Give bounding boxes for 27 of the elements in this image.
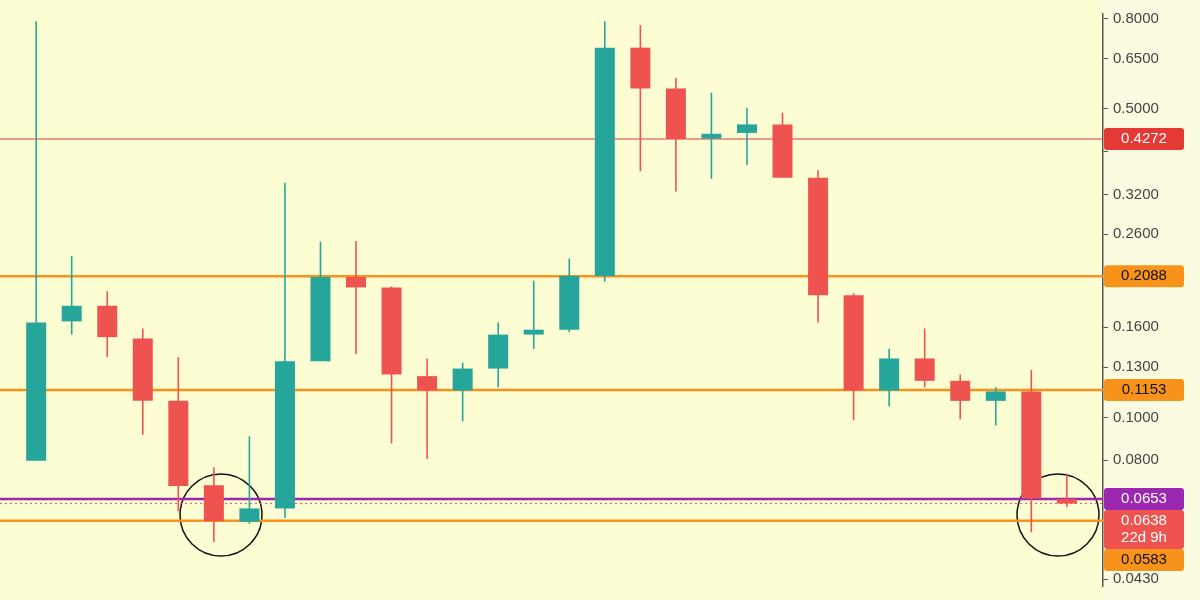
- y-tick-label: 0.6500: [1113, 48, 1159, 66]
- ref-line-label: 0.0653: [1121, 489, 1167, 507]
- candlestick: [914, 327, 935, 389]
- ref-line-label: 0.1153: [1121, 380, 1167, 398]
- y-tick-label: 0.1600: [1113, 317, 1159, 335]
- ref-line-label: 0.0638 22d 9h: [1121, 511, 1167, 546]
- candlestick: [523, 279, 544, 350]
- candlestick: [452, 361, 473, 423]
- ref-line-label: 0.0583: [1121, 550, 1167, 568]
- y-tick-label: 0.5000: [1113, 98, 1159, 116]
- candlestick: [701, 91, 722, 180]
- candlestick: [346, 240, 367, 356]
- y-tick-label: 0.0800: [1113, 450, 1159, 468]
- candlestick: [736, 106, 757, 166]
- candlestick: [417, 357, 438, 460]
- y-tick-label: 0.1000: [1113, 407, 1159, 425]
- candlestick: [239, 435, 260, 525]
- ref-line-label: 0.2088: [1121, 266, 1167, 284]
- ref-line-label: 0.4272: [1121, 129, 1167, 147]
- candlestick: [61, 255, 82, 336]
- candlestick: [950, 373, 971, 421]
- y-tick-label: 0.3200: [1113, 184, 1159, 202]
- y-tick-label: 0.0430: [1113, 569, 1159, 587]
- candlestick: [985, 386, 1006, 427]
- y-tick-label: 0.2600: [1113, 224, 1159, 242]
- y-tick-label: 0.1300: [1113, 357, 1159, 375]
- y-tick-label: 0.8000: [1113, 8, 1159, 26]
